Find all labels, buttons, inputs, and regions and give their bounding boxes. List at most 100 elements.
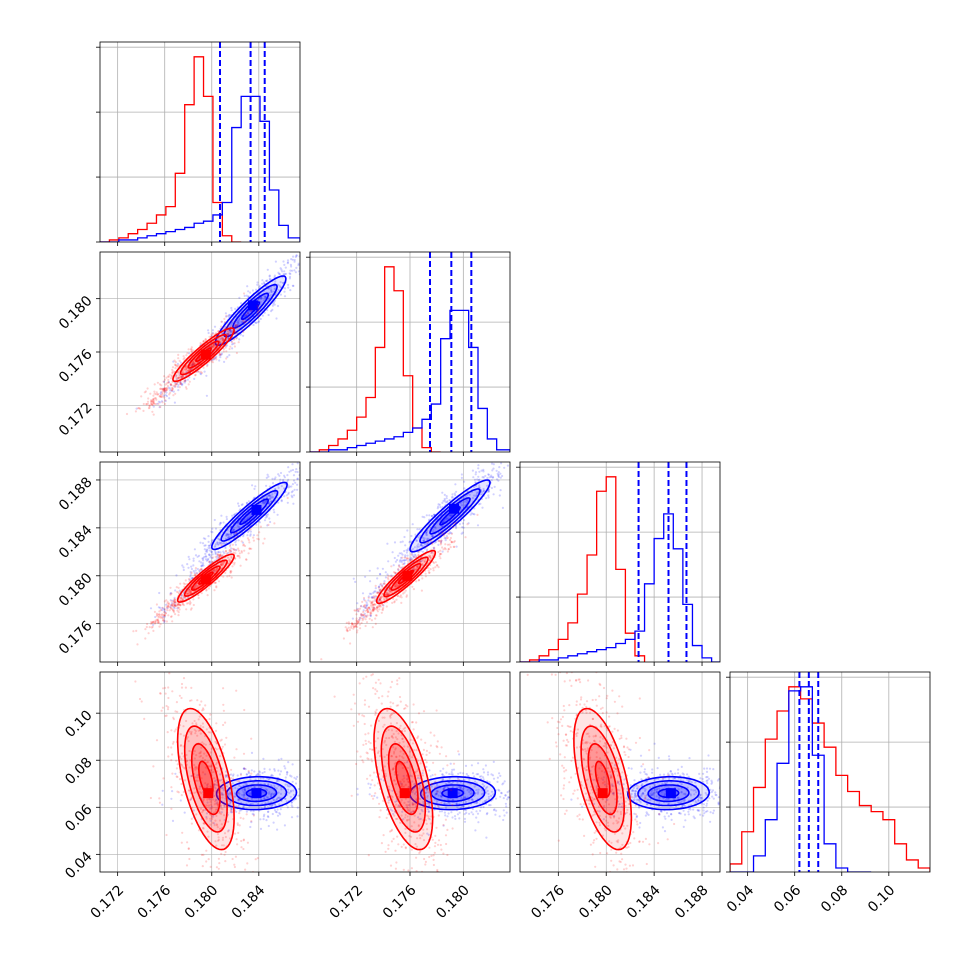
red-contour (172, 327, 235, 383)
x-tick-label: 0.10 (865, 882, 898, 915)
y-tick-label: 0.180 (56, 293, 96, 333)
panel-frame (519, 461, 721, 663)
red-contour (573, 707, 633, 851)
red-contour (387, 742, 419, 816)
y-tick-label: 0.172 (56, 400, 96, 440)
red-contour (191, 565, 221, 591)
blue-contour (626, 775, 711, 811)
panel-frame (99, 461, 301, 663)
blue-density-fill (420, 488, 480, 543)
panel-frame (99, 41, 301, 243)
y-tick-label: 0.04 (62, 849, 95, 882)
grid (100, 42, 300, 242)
scatter-panel-3-1 (306, 671, 511, 876)
scatter-panel-2-1 (306, 461, 511, 666)
x-tick-label: 0.188 (672, 882, 712, 922)
blue-contour (215, 775, 298, 811)
blue-contour (210, 481, 288, 551)
blue-density-peak (251, 788, 262, 799)
red-contour (176, 553, 235, 603)
red-contour (176, 707, 235, 851)
y-tick-label: 0.188 (56, 474, 96, 514)
x-tick-label: 0.180 (576, 882, 616, 922)
red-density-fill (396, 761, 411, 797)
red-histogram (310, 266, 441, 452)
red-contour (390, 563, 422, 591)
red-contour (179, 333, 228, 376)
x-tick-label: 0.176 (528, 882, 568, 922)
red-contour (373, 707, 434, 851)
red-density-fill (198, 761, 213, 797)
histogram-panel-0 (96, 41, 301, 246)
y-tick-label: 0.184 (56, 522, 96, 562)
blue-density-fill (224, 284, 278, 337)
scatter-panel-3-0 (96, 671, 301, 876)
red-density-fill (381, 726, 426, 832)
y-tick-label: 0.176 (56, 346, 96, 386)
x-tick-label: 0.172 (327, 882, 367, 922)
x-tick-label: 0.08 (818, 882, 851, 915)
scatter-panel-3-2 (516, 671, 721, 876)
x-tick-label: 0.176 (135, 882, 175, 922)
blue-histogram (730, 686, 872, 872)
red-contour (587, 742, 618, 816)
red-density-fill (177, 708, 235, 850)
red-contour (380, 725, 427, 833)
blue-contour (419, 780, 486, 807)
y-tick-label: 0.176 (56, 618, 96, 658)
blue-contour (429, 497, 471, 535)
blue-contour (220, 489, 279, 542)
blue-density-peak (251, 504, 262, 515)
grid (520, 462, 720, 662)
blue-contour (441, 788, 465, 799)
red-contour (187, 340, 220, 369)
blue-contour (419, 488, 481, 544)
y-tick-label: 0.06 (62, 802, 95, 835)
red-density-peak (399, 788, 410, 799)
y-tick-label: 0.180 (56, 570, 96, 610)
red-density-peak (203, 788, 214, 799)
red-density-peak (402, 570, 413, 581)
blue-histogram (100, 95, 300, 242)
red-contour (191, 742, 221, 816)
red-density-fill (573, 708, 632, 850)
red-sample-points (333, 673, 460, 872)
blue-contour (409, 479, 491, 553)
histogram-panel-3 (726, 671, 931, 876)
red-contour (383, 556, 429, 598)
blue-contour (232, 292, 269, 329)
panel-frame (519, 671, 721, 873)
blue-histogram (310, 309, 510, 452)
blue-contour (647, 784, 690, 803)
x-tick-label: 0.176 (380, 882, 420, 922)
red-histogram (100, 56, 242, 242)
red-contour (375, 549, 437, 605)
red-density-peak (200, 574, 211, 585)
blue-contour (235, 784, 278, 803)
red-density-fill (588, 743, 617, 815)
red-density-fill (581, 726, 625, 832)
red-density-fill (374, 708, 433, 850)
grid (310, 252, 510, 452)
blue-density-peak (449, 503, 459, 514)
red-histogram (520, 476, 646, 662)
panel-frame (99, 671, 301, 873)
red-contour (183, 725, 228, 833)
x-tick-label: 0.180 (182, 882, 222, 922)
grid (730, 672, 930, 872)
blue-density-peak (247, 300, 258, 311)
blue-density-fill (221, 490, 278, 541)
y-tick-label: 0.08 (62, 755, 95, 788)
blue-histogram (520, 513, 720, 662)
histogram-panel-2 (516, 461, 721, 666)
x-tick-label: 0.172 (88, 882, 128, 922)
red-density-fill (388, 743, 418, 815)
scatter-panel-2-0 (96, 461, 301, 666)
blue-density-peak (665, 788, 676, 799)
x-tick-label: 0.04 (724, 882, 757, 915)
red-contour (580, 725, 626, 833)
x-tick-label: 0.180 (433, 882, 473, 922)
x-tick-label: 0.184 (229, 882, 269, 922)
red-contour (183, 559, 228, 597)
histogram-panel-1 (306, 251, 511, 456)
